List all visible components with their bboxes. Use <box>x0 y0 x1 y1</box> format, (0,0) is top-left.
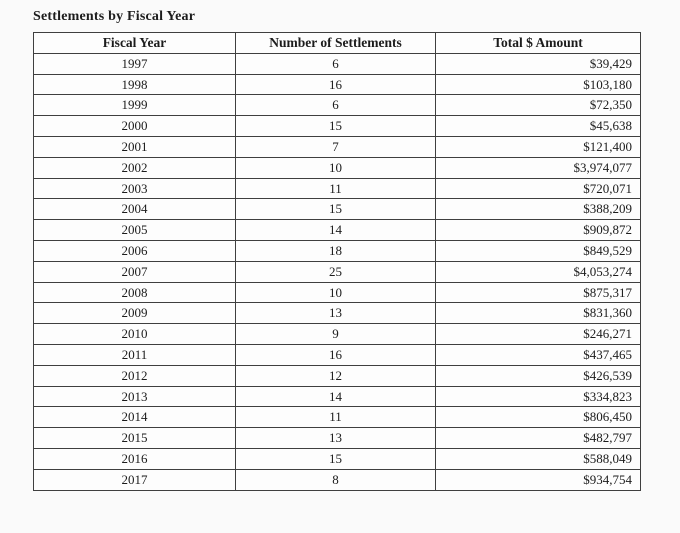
settlement-count-cell: 15 <box>235 447 436 470</box>
header-number-of-settlements: Number of Settlements <box>235 32 436 54</box>
table-row: 2006 18 $849,529 <box>33 239 641 262</box>
settlement-count-cell: 18 <box>235 239 436 262</box>
settlement-count-cell: 8 <box>235 468 436 491</box>
table-row: 2008 10 $875,317 <box>33 281 641 304</box>
table-row: 2015 13 $482,797 <box>33 427 641 449</box>
header-row: Fiscal Year Number of Settlements Total … <box>33 32 641 54</box>
header-total-amount: Total $ Amount <box>435 32 641 54</box>
total-amount-cell: $3,974,077 <box>435 156 641 179</box>
total-amount-cell: $39,429 <box>435 52 641 75</box>
total-amount-cell: $588,049 <box>435 447 641 470</box>
total-amount-cell: $934,754 <box>435 468 641 491</box>
table-header: Fiscal Year Number of Settlements Total … <box>33 32 641 54</box>
settlement-count-cell: 13 <box>235 427 436 449</box>
total-amount-cell: $426,539 <box>435 364 641 387</box>
header-fiscal-year: Fiscal Year <box>33 32 236 54</box>
total-amount-cell: $103,180 <box>435 73 641 96</box>
table-row: 2011 16 $437,465 <box>33 343 641 366</box>
table-row: 1999 6 $72,350 <box>33 94 641 117</box>
settlement-count-cell: 25 <box>235 260 436 283</box>
settlement-count-cell: 11 <box>235 177 436 200</box>
total-amount-cell: $909,872 <box>435 219 641 241</box>
fiscal-year-cell: 2003 <box>33 177 236 200</box>
fiscal-year-cell: 2005 <box>33 219 236 241</box>
settlement-count-cell: 11 <box>235 406 436 429</box>
settlement-count-cell: 7 <box>235 135 436 158</box>
total-amount-cell: $437,465 <box>435 343 641 366</box>
settlement-count-cell: 13 <box>235 302 436 325</box>
table-row: 2010 9 $246,271 <box>33 323 641 345</box>
fiscal-year-cell: 2013 <box>33 385 236 408</box>
fiscal-year-cell: 2002 <box>33 156 236 179</box>
total-amount-cell: $482,797 <box>435 427 641 449</box>
fiscal-year-cell: 1999 <box>33 94 236 117</box>
table-title: Settlements by Fiscal Year <box>33 9 196 24</box>
table-row: 2014 11 $806,450 <box>33 406 641 429</box>
table-row: 2000 15 $45,638 <box>33 115 641 137</box>
fiscal-year-cell: 2011 <box>33 343 236 366</box>
settlement-count-cell: 15 <box>235 115 436 137</box>
table-row: 2007 25 $4,053,274 <box>33 260 641 283</box>
total-amount-cell: $4,053,274 <box>435 260 641 283</box>
table-row: 1998 16 $103,180 <box>33 73 641 96</box>
settlement-count-cell: 10 <box>235 281 436 304</box>
fiscal-year-cell: 2014 <box>33 406 236 429</box>
fiscal-year-cell: 1997 <box>33 52 236 75</box>
fiscal-year-cell: 2017 <box>33 468 236 491</box>
settlement-count-cell: 9 <box>235 323 436 345</box>
fiscal-year-cell: 2015 <box>33 427 236 449</box>
table-row: 2012 12 $426,539 <box>33 364 641 387</box>
total-amount-cell: $875,317 <box>435 281 641 304</box>
fiscal-year-cell: 2006 <box>33 239 236 262</box>
fiscal-year-cell: 2010 <box>33 323 236 345</box>
table-row: 2009 13 $831,360 <box>33 302 641 325</box>
fiscal-year-cell: 2012 <box>33 364 236 387</box>
table-row: 2016 15 $588,049 <box>33 447 641 470</box>
total-amount-cell: $121,400 <box>435 135 641 158</box>
settlement-count-cell: 6 <box>235 94 436 117</box>
total-amount-cell: $45,638 <box>435 115 641 137</box>
settlement-count-cell: 14 <box>235 385 436 408</box>
settlement-count-cell: 10 <box>235 156 436 179</box>
settlement-count-cell: 6 <box>235 52 436 75</box>
table-row: 1997 6 $39,429 <box>33 52 641 75</box>
settlement-count-cell: 12 <box>235 364 436 387</box>
total-amount-cell: $246,271 <box>435 323 641 345</box>
settlements-table: Fiscal Year Number of Settlements Total … <box>33 32 641 491</box>
total-amount-cell: $849,529 <box>435 239 641 262</box>
total-amount-cell: $334,823 <box>435 385 641 408</box>
total-amount-cell: $720,071 <box>435 177 641 200</box>
fiscal-year-cell: 2008 <box>33 281 236 304</box>
table-row: 2002 10 $3,974,077 <box>33 156 641 179</box>
table-row: 2003 11 $720,071 <box>33 177 641 200</box>
table-body: 1997 6 $39,429 1998 16 $103,180 1999 6 $72,350 20… <box>33 52 641 491</box>
total-amount-cell: $806,450 <box>435 406 641 429</box>
table-row: 2001 7 $121,400 <box>33 135 641 158</box>
table-row: 2017 8 $934,754 <box>33 468 641 491</box>
settlement-count-cell: 16 <box>235 73 436 96</box>
total-amount-cell: $831,360 <box>435 302 641 325</box>
settlements-document: Settlements by Fiscal Year Fiscal Year N… <box>33 8 641 491</box>
table-row: 2013 14 $334,823 <box>33 385 641 408</box>
fiscal-year-cell: 2001 <box>33 135 236 158</box>
table-row: 2004 15 $388,209 <box>33 198 641 221</box>
settlement-count-cell: 16 <box>235 343 436 366</box>
total-amount-cell: $388,209 <box>435 198 641 221</box>
fiscal-year-cell: 1998 <box>33 73 236 96</box>
settlement-count-cell: 15 <box>235 198 436 221</box>
fiscal-year-cell: 2004 <box>33 198 236 221</box>
fiscal-year-cell: 2009 <box>33 302 236 325</box>
fiscal-year-cell: 2016 <box>33 447 236 470</box>
fiscal-year-cell: 2000 <box>33 115 236 137</box>
table-row: 2005 14 $909,872 <box>33 219 641 241</box>
total-amount-cell: $72,350 <box>435 94 641 117</box>
fiscal-year-cell: 2007 <box>33 260 236 283</box>
settlement-count-cell: 14 <box>235 219 436 241</box>
